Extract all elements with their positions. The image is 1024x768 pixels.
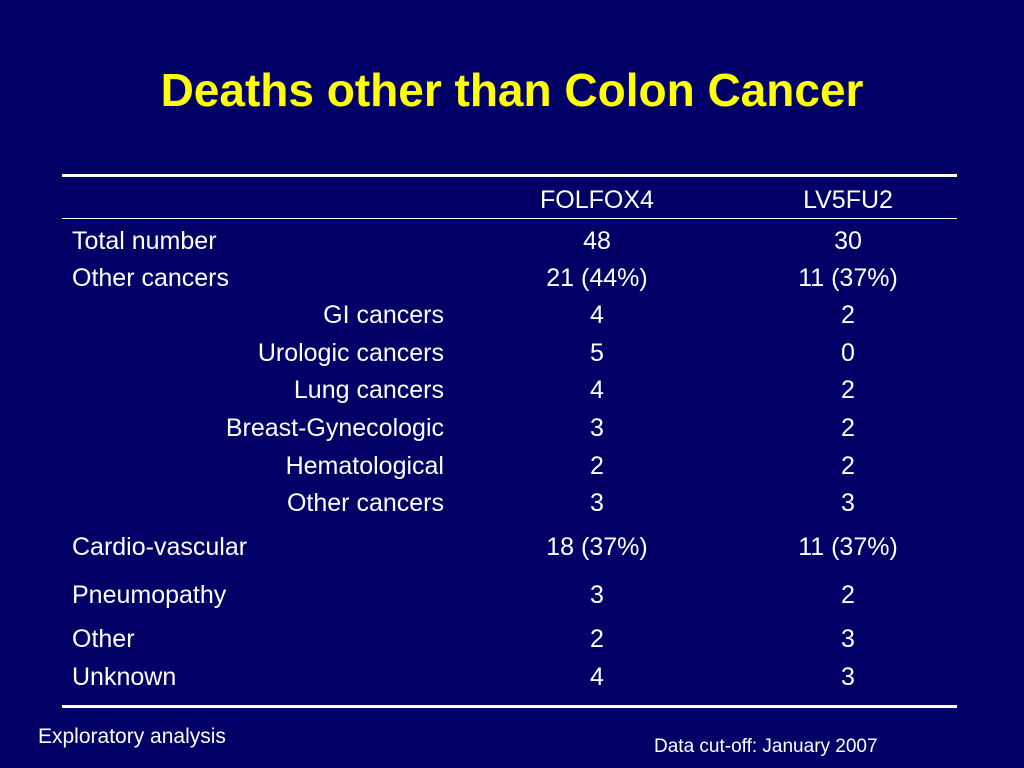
cell-lv5fu2: 0 <box>841 339 855 367</box>
cell-folfox4: 5 <box>590 339 604 367</box>
cell-lv5fu2: 3 <box>841 625 855 653</box>
cell-folfox4: 4 <box>590 301 604 329</box>
row-label: Other cancers <box>286 489 444 517</box>
cell-lv5fu2: 2 <box>841 301 855 329</box>
cell-lv5fu2: 3 <box>841 663 855 691</box>
row-label: Unknown <box>72 663 177 691</box>
row-label: Other cancers <box>72 264 230 292</box>
header-lv5fu2: LV5FU2 <box>803 186 893 214</box>
table-header-rule <box>62 218 957 219</box>
table-top-rule <box>62 174 957 177</box>
cell-folfox4: 18 (37%) <box>546 533 648 561</box>
footnote-exploratory: Exploratory analysis <box>38 725 226 748</box>
cell-folfox4: 3 <box>590 581 604 609</box>
row-label: Breast-Gynecologic <box>225 414 444 442</box>
cell-lv5fu2: 11 (37%) <box>798 533 898 561</box>
row-label: Lung cancers <box>293 376 444 404</box>
cell-lv5fu2: 3 <box>841 489 855 517</box>
cell-folfox4: 4 <box>590 376 604 404</box>
cell-folfox4: 3 <box>590 489 604 517</box>
row-label: Total number <box>72 227 217 255</box>
cell-lv5fu2: 2 <box>841 376 855 404</box>
footnote-cutoff: Data cut-off: January 2007 <box>654 736 878 757</box>
cell-folfox4: 21 (44%) <box>546 264 648 292</box>
row-label: GI cancers <box>323 301 444 329</box>
row-label: Hematological <box>285 452 444 480</box>
cell-folfox4: 3 <box>590 414 604 442</box>
cell-lv5fu2: 30 <box>834 227 862 255</box>
cell-folfox4: 2 <box>590 452 604 480</box>
cell-lv5fu2: 2 <box>841 452 855 480</box>
row-label: Urologic cancers <box>257 339 444 367</box>
cell-lv5fu2: 11 (37%) <box>798 264 898 292</box>
row-label: Pneumopathy <box>72 581 227 609</box>
cell-lv5fu2: 2 <box>841 581 855 609</box>
cell-folfox4: 48 <box>583 227 611 255</box>
row-label: Cardio-vascular <box>72 533 248 561</box>
cell-folfox4: 4 <box>590 663 604 691</box>
cell-folfox4: 2 <box>590 625 604 653</box>
row-label: Other <box>72 625 135 653</box>
header-folfox4: FOLFOX4 <box>540 186 654 214</box>
slide-title: Deaths other than Colon Cancer <box>160 64 864 116</box>
table-bottom-rule <box>62 705 957 708</box>
cell-lv5fu2: 2 <box>841 414 855 442</box>
